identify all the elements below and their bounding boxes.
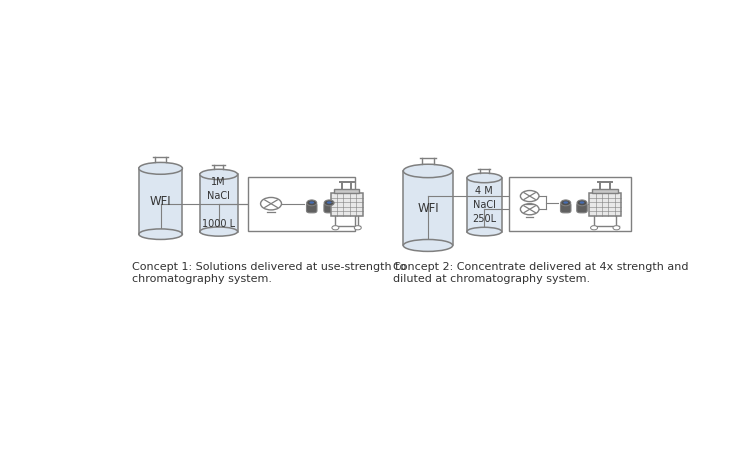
FancyBboxPatch shape [324,203,334,213]
Ellipse shape [561,200,571,206]
Text: WFI: WFI [417,202,439,215]
Ellipse shape [577,200,587,206]
Ellipse shape [307,200,316,206]
Text: 1M
NaCl

1000 L: 1M NaCl 1000 L [202,177,236,229]
Bar [590,194,621,216]
Bar [404,171,453,245]
Bar [200,175,238,232]
Ellipse shape [404,239,453,252]
Text: Concept 1: Solutions delivered at use-strength to
chromatography system.: Concept 1: Solutions delivered at use-st… [131,262,406,284]
Circle shape [613,226,620,230]
Circle shape [590,226,598,230]
FancyBboxPatch shape [307,203,317,213]
Circle shape [520,204,539,215]
Bar [592,189,618,194]
FancyBboxPatch shape [560,203,571,213]
Bar [248,177,356,231]
FancyBboxPatch shape [577,203,587,213]
Ellipse shape [467,173,502,183]
Ellipse shape [580,201,584,204]
Circle shape [332,226,339,230]
Circle shape [260,198,281,210]
Ellipse shape [309,201,314,204]
Text: 4 M
NaCl
250L: 4 M NaCl 250L [472,186,496,224]
Bar [509,177,632,231]
Circle shape [354,226,362,230]
Ellipse shape [324,200,334,206]
Ellipse shape [563,201,568,204]
Ellipse shape [200,227,238,236]
Bar [467,178,502,232]
Text: Concept 2: Concentrate delivered at 4x strength and
diluted at chromatography sy: Concept 2: Concentrate delivered at 4x s… [393,262,688,284]
Ellipse shape [467,227,502,236]
Ellipse shape [404,164,453,178]
Circle shape [520,190,539,202]
Bar [139,168,182,234]
Ellipse shape [139,229,182,239]
Ellipse shape [139,162,182,174]
Ellipse shape [200,169,238,180]
Ellipse shape [327,201,332,204]
Bar [334,189,359,194]
Text: WFI: WFI [150,195,172,208]
Bar [331,194,362,216]
